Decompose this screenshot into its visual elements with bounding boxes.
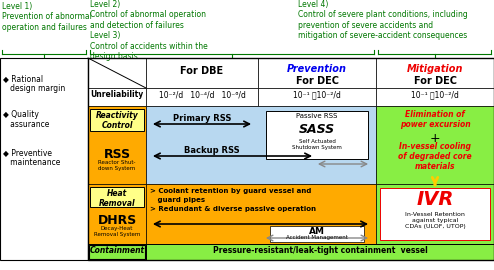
Text: ◆ Quality
   assurance: ◆ Quality assurance xyxy=(3,110,49,129)
Bar xyxy=(88,58,146,88)
Bar xyxy=(376,106,494,184)
Text: In-vessel cooling: In-vessel cooling xyxy=(399,142,471,151)
Text: Level 1)
Prevention of abnormal
operation and failures: Level 1) Prevention of abnormal operatio… xyxy=(2,2,92,32)
Text: Mitigation: Mitigation xyxy=(407,64,463,74)
Text: Level 2)
Control of abnormal operation
and detection of failures
Level 3)
Contro: Level 2) Control of abnormal operation a… xyxy=(90,0,208,61)
Bar xyxy=(146,88,258,106)
Bar xyxy=(376,58,494,88)
Text: Unreliability: Unreliability xyxy=(90,90,143,99)
Text: RSS: RSS xyxy=(103,148,130,161)
Bar xyxy=(89,245,145,259)
Text: For DEC: For DEC xyxy=(413,76,456,86)
Text: Heat
Removal: Heat Removal xyxy=(99,189,135,208)
Text: 10⁻²/d   10⁻⁴/d   10⁻⁶/d: 10⁻²/d 10⁻⁴/d 10⁻⁶/d xyxy=(159,90,246,99)
Bar xyxy=(88,88,146,106)
Bar xyxy=(88,106,146,184)
Text: Self Actuated
Shutdown System: Self Actuated Shutdown System xyxy=(292,139,342,150)
Bar xyxy=(146,58,258,88)
Text: IVR: IVR xyxy=(416,190,453,209)
Text: Prevention: Prevention xyxy=(287,64,347,74)
Bar xyxy=(258,58,376,88)
Bar xyxy=(270,226,364,242)
Text: Reactivity
Control: Reactivity Control xyxy=(96,111,138,130)
Text: For DBE: For DBE xyxy=(180,66,224,76)
Text: For DEC: For DEC xyxy=(295,76,338,86)
Bar xyxy=(88,184,146,244)
Bar xyxy=(376,88,494,106)
Text: > Redundant & diverse passive operation: > Redundant & diverse passive operation xyxy=(150,206,316,212)
Text: > Coolant retention by guard vessel and: > Coolant retention by guard vessel and xyxy=(150,188,311,194)
Text: 10⁻¹ ～10⁻²/d: 10⁻¹ ～10⁻²/d xyxy=(293,90,341,99)
Text: DHRS: DHRS xyxy=(97,214,137,227)
Text: Decay-Heat
Removal System: Decay-Heat Removal System xyxy=(94,226,140,237)
Text: SASS: SASS xyxy=(299,123,335,136)
Bar xyxy=(258,88,376,106)
Bar xyxy=(376,184,494,244)
Bar xyxy=(380,188,490,240)
Text: Backup RSS: Backup RSS xyxy=(184,146,240,155)
Text: ◆ Preventive
   maintenance: ◆ Preventive maintenance xyxy=(3,148,60,167)
Text: Pressure-resistant/leak-tight containment  vessel: Pressure-resistant/leak-tight containmen… xyxy=(212,246,427,255)
Text: Accident Management: Accident Management xyxy=(286,235,348,240)
Bar xyxy=(146,184,376,244)
Text: 10⁻¹ ～10⁻²/d: 10⁻¹ ～10⁻²/d xyxy=(411,90,459,99)
Text: power excursion: power excursion xyxy=(400,120,470,129)
Bar xyxy=(266,111,368,159)
Bar xyxy=(146,106,376,184)
Text: Elimination of: Elimination of xyxy=(405,110,465,119)
Text: guard pipes: guard pipes xyxy=(150,197,205,203)
Bar xyxy=(0,58,88,260)
Text: ◆ Rational
   design margin: ◆ Rational design margin xyxy=(3,74,65,93)
Bar xyxy=(88,244,146,260)
Text: Passive RSS: Passive RSS xyxy=(296,113,338,119)
Text: AM: AM xyxy=(309,227,325,236)
Bar xyxy=(88,58,494,260)
Text: Reactor Shut-
down System: Reactor Shut- down System xyxy=(98,160,136,171)
Text: In-Vessel Retention
against typical
CDAs (ULOF, UTOP): In-Vessel Retention against typical CDAs… xyxy=(405,212,465,229)
Bar xyxy=(146,244,494,260)
Text: Level 4)
Control of severe plant conditions, including
prevention of severe acci: Level 4) Control of severe plant conditi… xyxy=(298,0,468,40)
Bar xyxy=(90,187,144,207)
Text: +: + xyxy=(430,132,440,145)
Text: Primary RSS: Primary RSS xyxy=(173,114,231,123)
Text: of degraded core: of degraded core xyxy=(398,152,472,161)
Text: materials: materials xyxy=(415,162,455,171)
Text: Containment: Containment xyxy=(89,246,145,255)
Bar xyxy=(90,109,144,131)
